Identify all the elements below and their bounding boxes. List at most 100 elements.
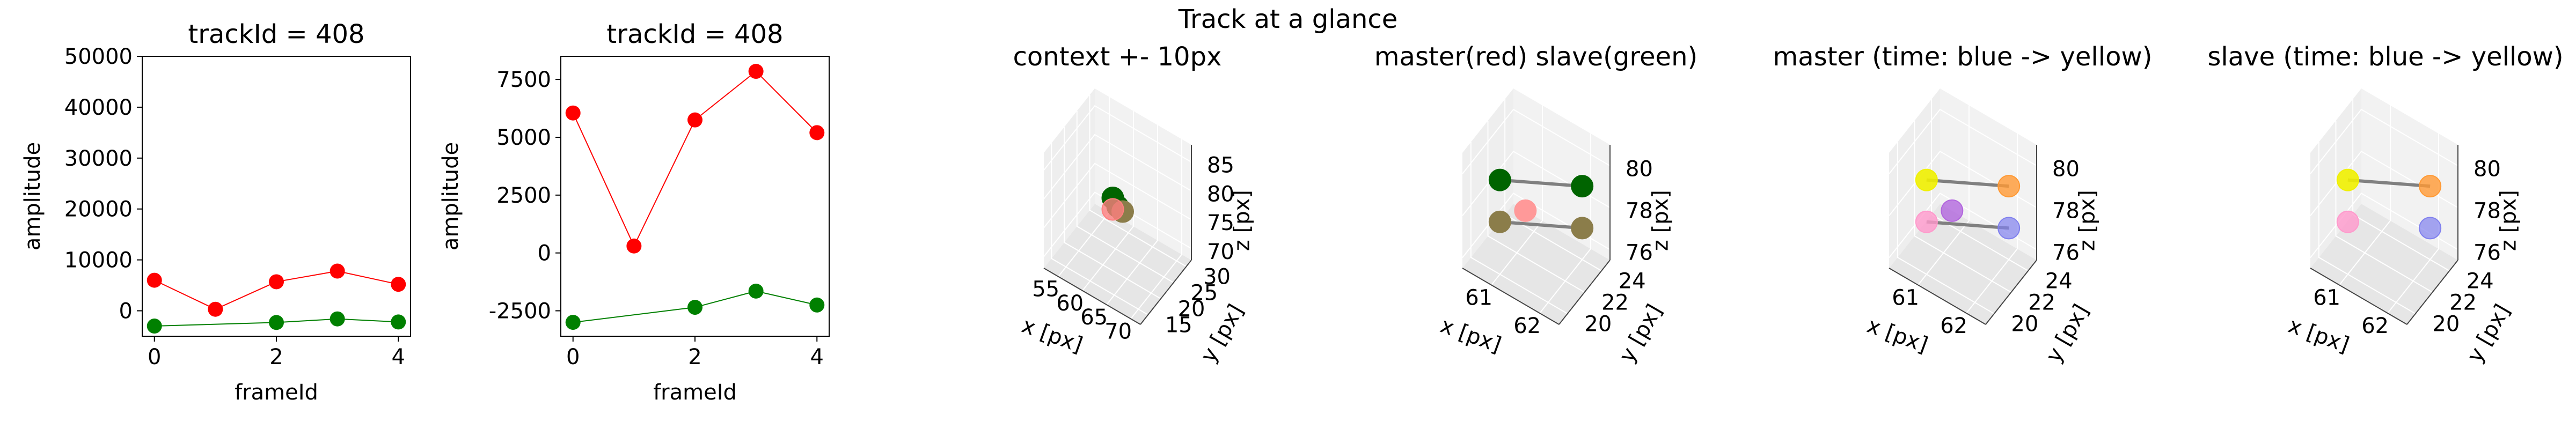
data-point (1915, 168, 1938, 191)
z-axis-label: z [px] (1230, 190, 1255, 251)
chart-2: trackId = 408 0 2 4 -2500 0 2500 5000 7500 fram… (438, 19, 830, 405)
x-axis-line (1462, 268, 1560, 325)
z-tick-label: 80 (1626, 157, 1653, 181)
data-point (269, 315, 284, 330)
connector-line (1499, 220, 1583, 230)
z-tick-label: 78 (1626, 199, 1653, 224)
data-point (2336, 168, 2359, 191)
grid-line (1966, 134, 2018, 314)
data-point (208, 301, 223, 317)
series-line (154, 318, 399, 327)
x-axis-label: x [px] (2285, 313, 2352, 358)
x-axis-line (1889, 268, 1986, 325)
z-tick-label: 80 (2052, 157, 2080, 181)
z-tick-label: 85 (1207, 153, 1234, 178)
y-tick-label: 7500 (496, 68, 551, 92)
z-tick-label: 70 (1207, 240, 1234, 264)
grid-line (1106, 125, 1158, 305)
z-axis-label: z [px] (1649, 190, 1673, 251)
grid-line (1089, 95, 1187, 267)
grid-line (2335, 121, 2433, 293)
connector-line (1499, 178, 1583, 188)
x-tick-label: 0 (566, 345, 580, 369)
y-tick-label: 20 (1584, 312, 1612, 337)
z-tick-label: 76 (2473, 241, 2501, 265)
data-point (1571, 217, 1594, 240)
y-tick-label: 0 (119, 299, 133, 324)
data-point (1941, 199, 1964, 222)
y-tick-label: 22 (1601, 291, 1629, 315)
data-point (1571, 175, 1594, 198)
grid-line (1462, 108, 1611, 174)
data-point (1514, 199, 1537, 222)
y-tick-label: 30 (1203, 265, 1231, 290)
y-tick-label: 15 (1165, 313, 1192, 338)
connector-line (1926, 220, 2009, 230)
y-tick-label: 20000 (64, 197, 133, 222)
grid-line (1082, 111, 1134, 291)
data-point (687, 300, 702, 315)
chart-6-title: slave (time: blue -> yellow) (2207, 42, 2563, 72)
x-tick-label: 61 (1465, 285, 1492, 310)
x-tick-label: 4 (810, 345, 824, 369)
data-point (748, 64, 764, 79)
data-point (1101, 198, 1124, 221)
y-tick-label: 24 (1619, 269, 1646, 294)
data-point (809, 125, 825, 140)
z-tick-label: 76 (2052, 241, 2080, 265)
x-tick-label: 65 (1080, 305, 1108, 330)
x-axis-label: x [px] (1019, 313, 1086, 358)
z-tick-label: 78 (2052, 199, 2080, 224)
z-tick-label: 80 (2473, 157, 2501, 181)
grid-line (1897, 142, 1995, 314)
y-tick-label: 22 (2449, 291, 2477, 315)
y-axis-line (1140, 260, 1192, 325)
y-tick-label: 24 (2045, 269, 2073, 294)
grid-line (1043, 162, 1192, 228)
data-point (809, 297, 825, 313)
x-tick-label: 61 (2313, 285, 2340, 310)
back-pane (1940, 88, 2037, 260)
y-tick-label: 2500 (496, 183, 551, 208)
y-tick-label: 20 (1178, 297, 1205, 322)
y-tick-label: 20 (2011, 312, 2038, 337)
y-axis-line (2406, 260, 2458, 325)
grid-line (2387, 134, 2439, 314)
x-axis-line (1043, 268, 1141, 325)
y-tick-label: 25 (1190, 281, 1218, 306)
z-tick-label: 76 (1626, 241, 1653, 265)
chart-2-ylabel: amplitude (438, 142, 463, 250)
grid-line (1130, 139, 1182, 320)
series-line (572, 70, 817, 248)
grid-line (1889, 108, 2037, 174)
y-tick-label: 24 (2467, 269, 2494, 294)
chart-5-title: master (time: blue -> yellow) (1773, 42, 2153, 72)
data-point (330, 311, 345, 327)
grid-line (1491, 105, 1543, 286)
x-tick-label: 4 (392, 345, 405, 369)
grid-line (1043, 134, 1192, 199)
grid-line (1064, 127, 1161, 299)
y-tick-label: 5000 (496, 125, 551, 150)
chart-2-xlabel: frameId (653, 380, 737, 405)
y-tick-label: 50000 (64, 45, 133, 69)
grid-line (1076, 111, 1174, 283)
y-axis-line (1985, 260, 2037, 325)
data-point (1915, 210, 1938, 233)
data-point (748, 283, 764, 299)
chart-2-axes (560, 56, 830, 337)
x-tick-label: 61 (1892, 285, 1919, 310)
grid-line (1043, 105, 1192, 171)
chart-2-marks: 0 2 4 -2500 0 2500 5000 7500 (489, 64, 825, 369)
chart-1-xlabel: frameId (235, 380, 318, 405)
data-point (1997, 175, 2021, 198)
grid-line (1051, 143, 1148, 315)
data-point (687, 112, 702, 128)
x-tick-label: 55 (1032, 277, 1059, 302)
back-pane (1513, 88, 1610, 260)
grid-line (1918, 105, 1970, 286)
